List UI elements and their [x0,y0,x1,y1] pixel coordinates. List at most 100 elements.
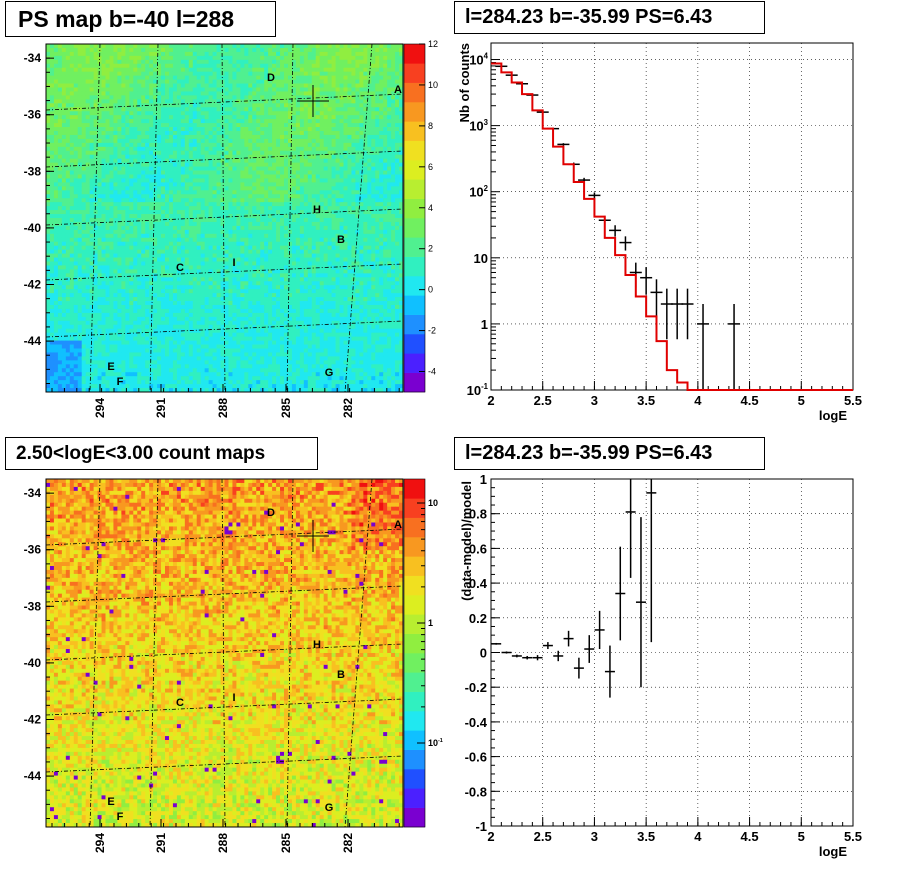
y-axis-label: Nb of counts [457,43,472,122]
colorbar-cell [404,537,425,557]
map-pixels [46,479,404,828]
colorbar-cell [404,807,425,828]
residuals-title: l=284.23 b=-35.99 PS=6.43 [454,437,765,470]
colorbar [404,44,425,393]
source-label: C [176,697,184,709]
source-label: I [232,257,235,269]
count-map-chart[interactable]: -34 -36 -38 -40 -42 -44 294 291 288 285 282 A B C D EF G… [0,435,449,871]
y-tick-label: -42 [24,712,42,726]
ps-map-title: PS map b=-40 l=288 [5,1,276,37]
colorbar-cell [404,517,425,538]
y-tick-label: 10-1 [467,382,489,398]
y-tick-label: 0.6 [469,541,487,556]
source-label: D [267,72,275,84]
map-pixels [46,44,404,393]
x-tick-label: 5.5 [844,393,862,408]
y-tick-label: -40 [24,221,42,235]
x-tick-label: 5 [798,829,805,844]
y-tick-label: 0.8 [469,507,487,522]
graticule-meridian [89,43,101,393]
plot-frame [490,42,854,391]
colorbar [404,479,425,828]
x-tick-label: 3.5 [637,393,655,408]
colorbar-cell [404,372,425,393]
y-tick-label: 10 [474,251,488,266]
y-tick-label: -0.4 [465,715,488,730]
colorbar-cell [404,218,425,238]
colorbar-tick-label: 4 [428,203,433,213]
graticule-meridian [286,478,294,828]
x-tick-label: 282 [341,398,355,418]
colorbar-cell [404,237,425,257]
graticule-parallel [45,320,404,338]
colorbar-cell [404,788,425,808]
source-label: H [313,639,321,651]
colorbar-tick-label: 2 [428,244,433,254]
colorbar-cell [404,179,425,199]
x-tick-label: 3 [591,829,598,844]
y-tick-label: 103 [469,118,488,134]
source-label: G [325,367,334,379]
colorbar-cell [404,140,425,161]
y-tick-label: -0.8 [465,784,487,799]
spectrum-title: l=284.23 b=-35.99 PS=6.43 [454,1,765,34]
colorbar-cell [404,730,425,750]
source-label: E [107,796,114,808]
colorbar-tick-label: -2 [428,326,436,336]
colorbar-tick-label: 10 [428,80,438,90]
colorbar-cell [404,479,425,499]
x-tick-label: 291 [154,833,168,853]
source-label: E [107,361,114,373]
colorbar-cell [404,121,425,141]
residuals-chart[interactable]: 2 2.5 3 3.5 4 4.5 5 5.5 1 0.8 0.6 0.4 0.2 0 -0.2 -0.4 -0… [449,435,898,871]
colorbar-frame [403,43,426,393]
graticule-parallel [45,528,404,546]
source-label: B [337,669,345,681]
source-label: I [232,692,235,704]
source-label: B [337,234,345,246]
colorbar-cell [404,575,425,596]
y-tick-label: -40 [24,656,42,670]
y-tick-label: 0.2 [469,611,487,626]
x-tick-label: 285 [279,398,293,418]
x-tick-label: 4.5 [741,393,759,408]
x-tick-label: 288 [216,833,230,853]
x-tick-label: 2 [487,393,494,408]
colorbar-cell [404,769,425,789]
y-tick-label: -0.6 [465,750,487,765]
y-tick-label: -34 [24,51,42,65]
y-tick-label: -38 [24,599,42,613]
y-tick-label: 1 [481,317,488,332]
x-tick-label: 3 [591,393,598,408]
residuals-panel: 2 2.5 3 3.5 4 4.5 5 5.5 1 0.8 0.6 0.4 0.2 0 -0.2 -0.4 -0… [449,435,898,871]
colorbar-tick-label: 6 [428,162,433,172]
colorbar-cell [404,633,425,654]
graticule-parallel [45,150,404,168]
graticule-parallel [45,93,404,111]
y-tick-label: -36 [24,543,42,557]
colorbar-tick-label: 0 [428,285,433,295]
x-tick-label: 4.5 [741,829,759,844]
y-tick-label: -44 [24,769,42,783]
spectrum-chart[interactable]: 2 2.5 3 3.5 4 4.5 5 5.5 10-1 1 10 102 103 104 logE Nb o… [449,0,898,435]
ps-map-panel: -34 -36 -38 -40 -42 -44 294 291 288 285 282 A B C D E F G… [0,0,449,435]
colorbar-cell [404,691,425,712]
colorbar-cell [404,63,425,83]
colorbar-tick-label: 12 [428,39,438,49]
colorbar-tick-label: 10 [428,498,438,508]
x-tick-label: 2 [487,829,494,844]
y-tick-label: 0.4 [469,576,488,591]
count-map-title: 2.50<logE<3.00 count maps [5,437,318,470]
graticule-parallel [45,755,404,773]
colorbar-cell [404,160,425,180]
source-label: D [267,507,275,519]
colorbar-cell [404,295,425,315]
x-tick-label: 5 [798,393,805,408]
graticule-meridian [344,478,373,828]
x-axis-label: logE [819,408,847,423]
map-frame [45,43,404,393]
x-axis-label: logE [819,844,847,859]
y-tick-label: 104 [469,52,488,68]
map-graticule [45,43,404,393]
